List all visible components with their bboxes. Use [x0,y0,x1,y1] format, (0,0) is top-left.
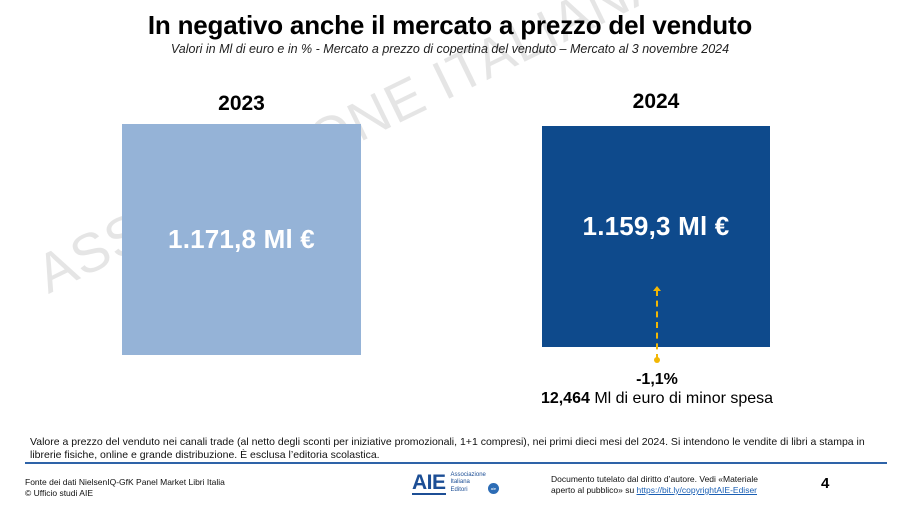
methodology-note: Valore a prezzo del venduto nei canali t… [30,436,865,461]
difference-dashed-line [656,290,658,360]
arrow-end-dot-icon [654,357,660,363]
source-line-2: © Ufficio studi AIE [25,488,93,498]
page-title: In negativo anche il mercato a prezzo de… [147,10,753,40]
data-source: Fonte dei dati NielsenIQ-GfK Panel Marke… [25,477,225,499]
aie-logo-line2: Italiana [450,479,470,486]
aie-logo-line1: Associazione [450,472,486,479]
copyright-link[interactable]: https://bit.ly/copyrightAIE-Ediser [636,485,757,495]
copyright-line-1: Documento tutelato dal diritto d’autore.… [551,474,758,484]
footer-separator [25,462,887,464]
aie-logo-line3: Editori [450,486,468,493]
bar-value-2024: 1.159,3 Ml € [582,211,730,241]
copyright-line-2: aperto al pubblico» su https://bit.ly/co… [551,485,758,496]
difference-amount-suffix: Ml di euro di minor spesa [589,390,774,407]
arrow-up-icon [653,286,661,291]
bar-2023: 1.171,8 Ml € [122,124,361,355]
aie-logo-mark: AIE [412,471,446,495]
page-subtitle: Valori in Ml di euro e in % - Mercato a … [170,42,730,56]
bar-value-2023: 1.171,8 Ml € [168,224,315,254]
aie-logo-text: Associazione Italiana Editori [451,472,486,494]
copyright-notice: Documento tutelato dal diritto d’autore.… [551,474,758,496]
source-line-1: Fonte dei dati NielsenIQ-GfK Panel Marke… [25,477,225,487]
page-number: 4 [821,475,830,492]
year-label-2023: 2023 [218,92,265,115]
copyright-line-2-text: aperto al pubblico» su [551,485,637,495]
difference-percent: -1,1% [636,371,678,388]
year-label-2024: 2024 [632,90,680,113]
difference-amount: 12,464 [540,390,590,407]
difference-annotation: -1,1% 12,464 Ml di euro di minor spesa [540,370,774,408]
aie-logo: AIE Associazione Italiana Editori aie [412,470,499,496]
aie-badge-icon: aie [487,482,499,494]
